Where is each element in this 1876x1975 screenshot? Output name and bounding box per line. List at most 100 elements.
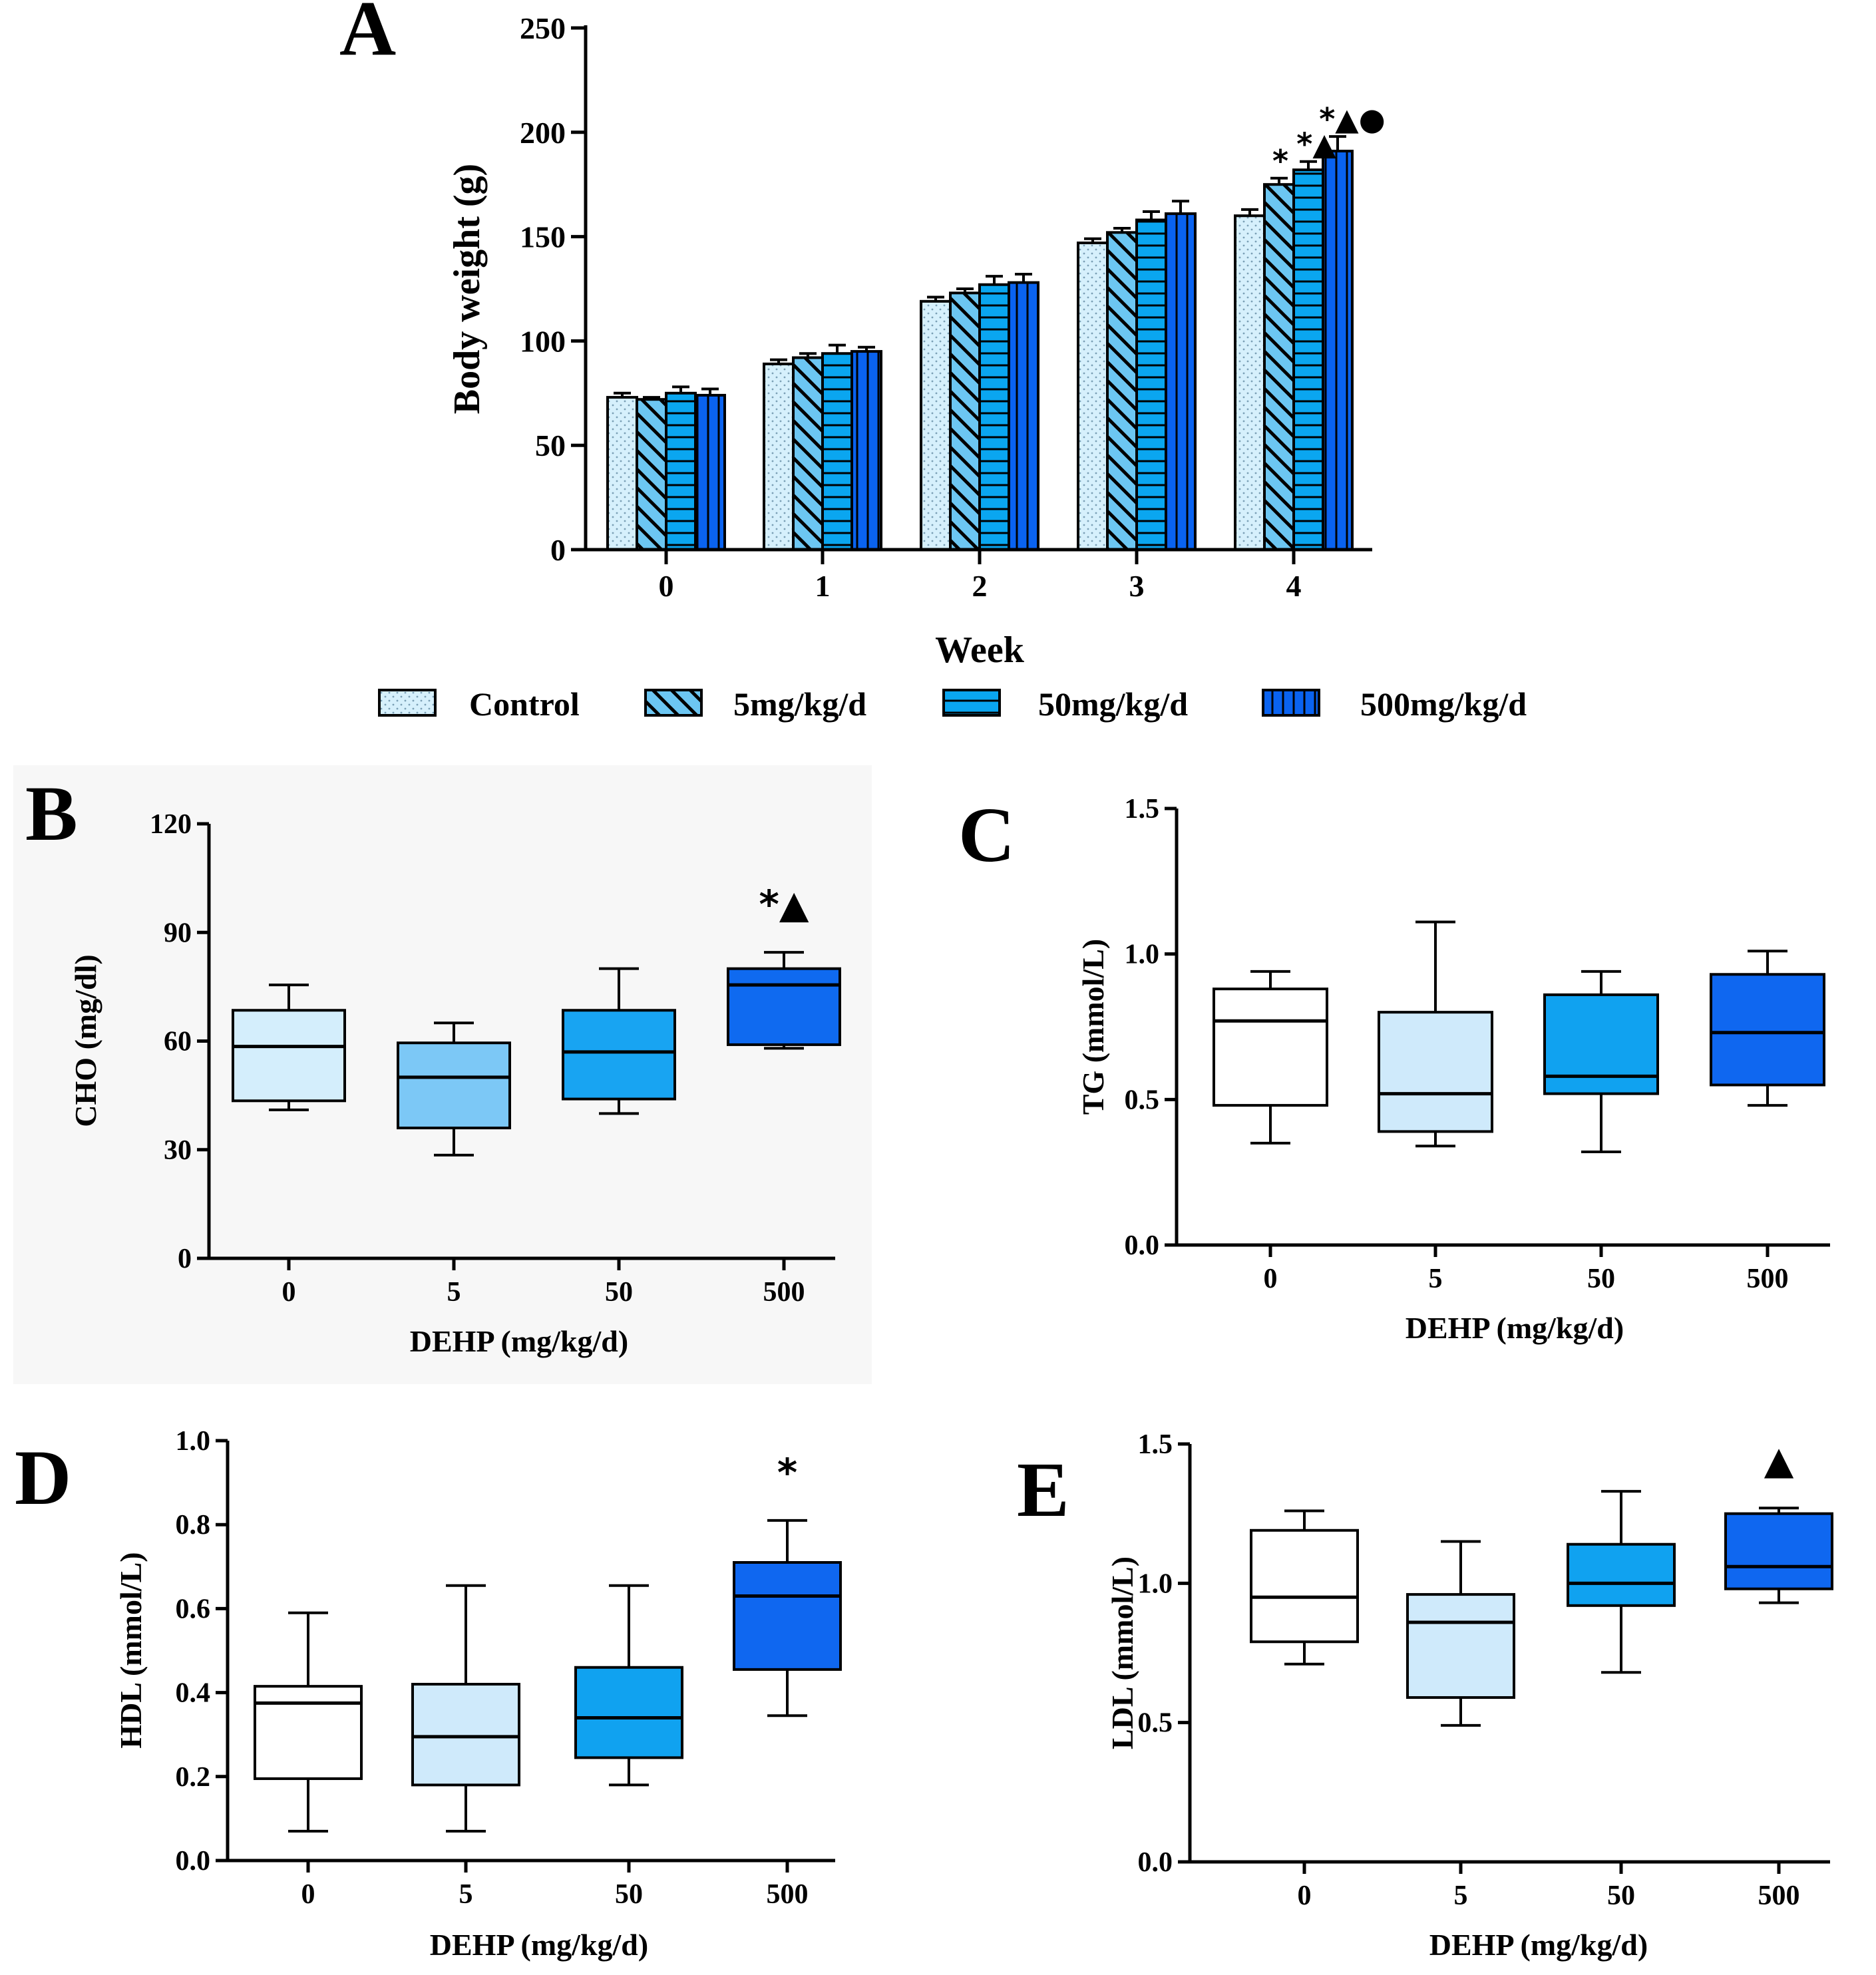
bar	[1165, 212, 1197, 551]
panel-e-letter: E	[1017, 1446, 1069, 1533]
x-tick-label: 500	[1747, 1264, 1789, 1294]
y-tick-label: 0.8	[176, 1510, 211, 1540]
y-tick-label: 0.4	[176, 1678, 211, 1709]
y-tick-label: 150	[520, 220, 566, 254]
y-tick-label: 0.0	[1138, 1847, 1173, 1878]
x-tick-label: 5	[1454, 1881, 1468, 1911]
y-tick-label: 200	[520, 116, 566, 150]
box	[1250, 1528, 1359, 1644]
box	[1213, 988, 1328, 1107]
legend-label: 500mg/kg/d	[1360, 685, 1527, 723]
y-tick-label: 1.0	[1125, 940, 1160, 970]
panel-c: C 0.0 0.5 1.0 1.5 0 5 50 500 DEHP (mg/kg/d) TG (mm…	[958, 791, 1830, 1345]
panel-c-letter: C	[958, 791, 1015, 878]
y-tick-label: 30	[164, 1135, 192, 1166]
x-tick-label: 50	[615, 1879, 643, 1910]
y-tick-label: 0	[178, 1244, 192, 1274]
x-tick-label: 500	[1758, 1881, 1800, 1911]
bar	[763, 362, 795, 551]
x-tick-label: 500	[767, 1879, 809, 1910]
box	[727, 967, 841, 1046]
x-tick-label: 4	[1286, 569, 1302, 603]
y-axis-title: LDL (mmol/L)	[1105, 1556, 1139, 1749]
y-tick-label: 0.0	[1125, 1230, 1160, 1261]
y-tick-label: 100	[520, 324, 566, 358]
y-tick-label: 0.0	[176, 1846, 211, 1877]
significance-marker: *▲	[759, 882, 809, 927]
box	[1543, 993, 1659, 1095]
bar	[1263, 183, 1295, 551]
y-axis-title: TG (mmol/L)	[1076, 939, 1110, 1115]
x-tick-label: 1	[815, 569, 831, 603]
box	[411, 1682, 520, 1787]
box	[1710, 973, 1825, 1087]
bar	[821, 352, 853, 551]
y-axis-title: HDL (mmol/L)	[114, 1552, 148, 1748]
x-axis-title: DEHP (mg/kg/d)	[1429, 1928, 1648, 1962]
legend-swatch	[942, 689, 1001, 717]
y-tick-label: 1.5	[1138, 1429, 1173, 1460]
box	[574, 1666, 683, 1759]
panel-a: A 0 50 100 150 200 250 0 1 2 3 4 Week Body weight (g)…	[339, 0, 1527, 723]
bar	[850, 350, 882, 552]
y-tick-label: 0.6	[176, 1594, 211, 1624]
bar	[606, 396, 638, 552]
significance-marker: *▲●	[1319, 101, 1386, 137]
x-axis-title: DEHP (mg/kg/d)	[410, 1324, 628, 1358]
x-tick-label: 5	[1429, 1264, 1443, 1294]
x-tick-label: 50	[1607, 1881, 1635, 1911]
y-tick-label: 0.5	[1138, 1708, 1173, 1739]
panel-a-letter: A	[339, 0, 396, 72]
box	[1378, 1011, 1493, 1133]
box	[562, 1009, 676, 1101]
bar	[949, 291, 981, 551]
y-tick-label: 0	[550, 533, 566, 567]
box	[397, 1041, 511, 1130]
bar	[636, 398, 667, 552]
bar	[920, 299, 952, 551]
x-tick-label: 50	[605, 1277, 633, 1308]
y-axis-title: CHO (mg/dl)	[69, 954, 102, 1127]
y-axis-title: Body weight (g)	[447, 164, 488, 414]
x-tick-label: 5	[447, 1277, 461, 1308]
y-tick-label: 120	[150, 809, 192, 840]
bar	[1292, 168, 1324, 552]
panel-e: E 0.0 0.5 1.0 1.5 0 5 50 500 DEHP (mg/kg/d) LDL (m…	[1017, 1429, 1833, 1962]
panel-d: D 0.0 0.2 0.4 0.6 0.8 1.0 0 5 50 500 DEHP (mg/kg/d)…	[15, 1426, 842, 1962]
bar	[1135, 218, 1167, 551]
legend-label: 50mg/kg/d	[1038, 685, 1188, 723]
x-axis-title: DEHP (mg/kg/d)	[1406, 1311, 1624, 1345]
y-tick-label: 1.0	[176, 1426, 211, 1457]
panel-b-letter: B	[25, 770, 78, 857]
legend-label: Control	[469, 685, 580, 723]
legend-swatch	[378, 689, 437, 717]
y-tick-label: 50	[535, 429, 566, 462]
x-tick-label: 0	[301, 1879, 315, 1910]
legend-label: 5mg/kg/d	[733, 685, 866, 723]
panel-b: B 0 30 60 90 120 0 5 50 500 DEHP (mg/kg/d) CHO (mg/…	[25, 770, 841, 1358]
bar	[978, 283, 1010, 551]
box	[232, 1009, 346, 1103]
significance-marker: ▲	[1764, 1437, 1794, 1483]
x-axis-title: DEHP (mg/kg/d)	[430, 1928, 648, 1962]
x-tick-label: 0	[1264, 1264, 1278, 1294]
y-tick-label: 250	[520, 11, 566, 45]
y-tick-label: 60	[164, 1027, 192, 1057]
y-tick-label: 1.0	[1138, 1568, 1173, 1599]
box	[733, 1560, 842, 1671]
y-tick-label: 0.2	[176, 1762, 211, 1793]
x-tick-label: 5	[459, 1879, 473, 1910]
bar	[1234, 214, 1266, 551]
bar	[1106, 231, 1138, 551]
bar	[1008, 281, 1039, 551]
legend-swatch	[1262, 689, 1320, 717]
x-tick-label: 0	[1298, 1881, 1312, 1911]
y-tick-label: 1.5	[1125, 794, 1160, 824]
bar	[792, 356, 824, 551]
bar	[1322, 150, 1354, 552]
y-tick-label: 0.5	[1125, 1085, 1160, 1115]
x-tick-label: 2	[972, 569, 988, 603]
x-tick-label: 500	[763, 1277, 805, 1308]
significance-marker: *	[1272, 143, 1288, 179]
